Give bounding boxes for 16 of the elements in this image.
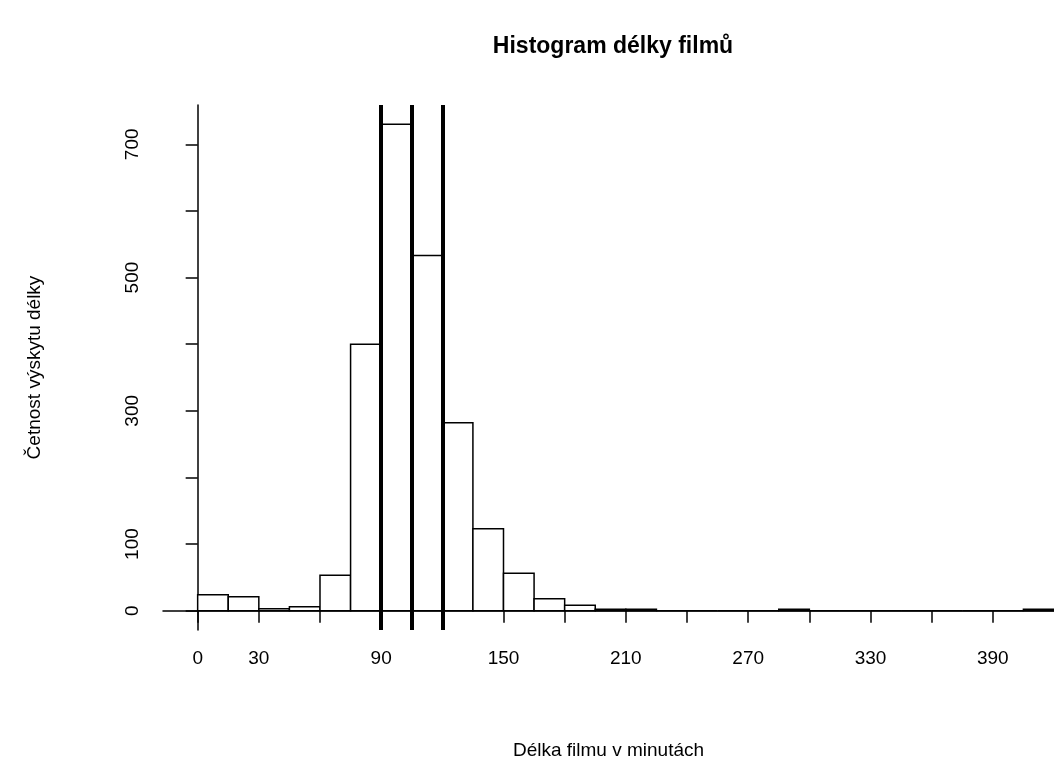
y-tick-label: 0	[121, 605, 142, 616]
x-tick-label: 330	[854, 647, 887, 668]
y-tick-label: 700	[121, 128, 142, 161]
x-tick-label: 150	[487, 647, 520, 668]
y-tick-label: 500	[121, 261, 142, 294]
x-tick-label: 90	[370, 647, 392, 668]
y-tick-label: 300	[121, 394, 142, 427]
chart-title: Histogram délky filmů	[492, 31, 734, 58]
y-axis-title: Četnost výskytu délky	[23, 275, 44, 460]
x-tick-label: 390	[976, 647, 1009, 668]
x-tick-label: 30	[248, 647, 270, 668]
y-tick-label: 100	[121, 528, 142, 560]
x-tick-label: 210	[609, 647, 642, 668]
x-tick-label: 270	[732, 647, 765, 668]
x-tick-label: 0	[192, 647, 203, 668]
x-axis-title: Délka filmu v minutách	[512, 739, 705, 760]
